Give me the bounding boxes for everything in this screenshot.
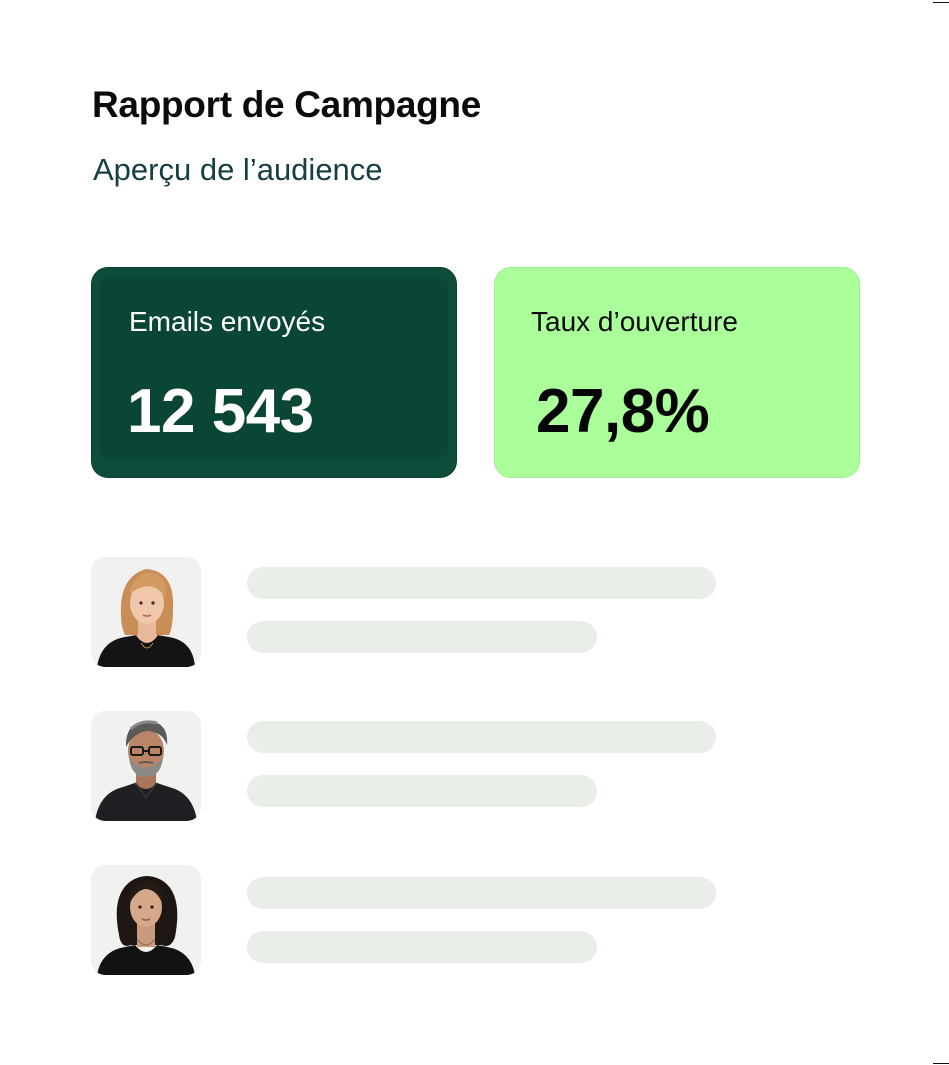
open-rate-label: Taux d’ouverture bbox=[531, 306, 739, 337]
placeholder-line-primary bbox=[247, 877, 716, 909]
open-rate-value: 27,8% bbox=[536, 377, 710, 446]
open-rate-card: Taux d’ouverture 27,8% bbox=[494, 267, 860, 478]
crop-mark-top bbox=[933, 2, 949, 3]
page-title: Rapport de Campagne bbox=[92, 84, 482, 125]
audience-list-item bbox=[91, 865, 731, 975]
placeholder-line-secondary bbox=[247, 775, 597, 807]
emails-sent-value: 12 543 bbox=[127, 377, 314, 446]
emails-sent-card: Emails envoyés 12 543 bbox=[91, 267, 457, 478]
audience-list-item bbox=[91, 711, 731, 821]
placeholder-line-secondary bbox=[247, 931, 597, 963]
page-subtitle: Aperçu de l’audience bbox=[93, 152, 383, 187]
placeholder-line-primary bbox=[247, 567, 716, 599]
man-grey-hair-glasses-beard-avatar bbox=[91, 711, 201, 821]
emails-sent-card-inner bbox=[100, 277, 448, 459]
placeholder-line-primary bbox=[247, 721, 716, 753]
placeholder-line-secondary bbox=[247, 621, 597, 653]
woman-short-blonde-hair-avatar bbox=[91, 557, 201, 667]
emails-sent-label: Emails envoyés bbox=[129, 306, 326, 337]
audience-list-item bbox=[91, 557, 731, 667]
woman-dark-wavy-hair-avatar bbox=[91, 865, 201, 975]
crop-mark-bottom bbox=[933, 1063, 949, 1064]
